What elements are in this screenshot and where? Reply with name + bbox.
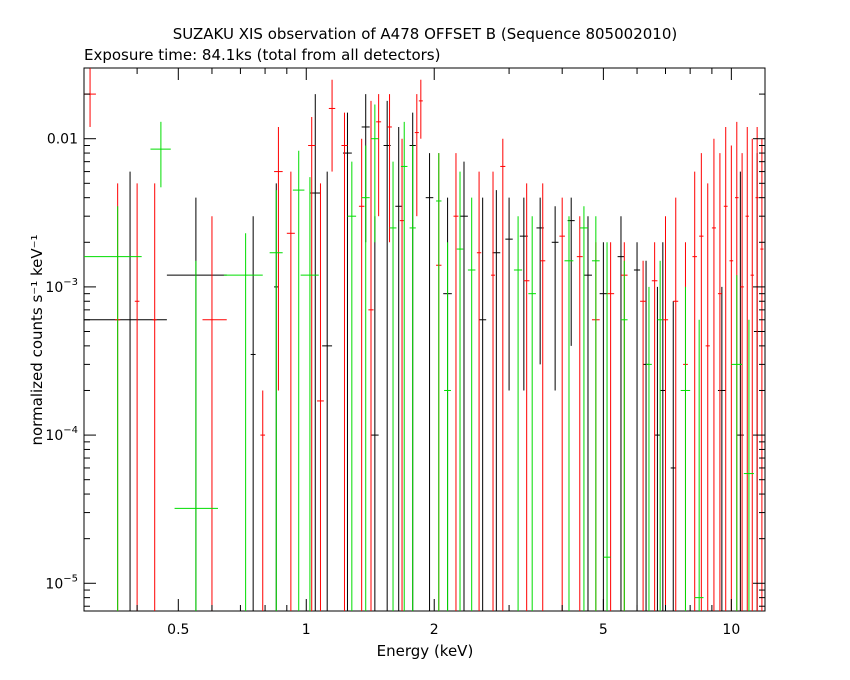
x-axis-label: Energy (keV) bbox=[377, 642, 474, 660]
y-tick-exponent: −3 bbox=[63, 277, 78, 288]
y-tick-label: 10−5 bbox=[45, 573, 78, 592]
series-layer bbox=[84, 68, 764, 611]
y-tick-exponent: −5 bbox=[63, 573, 78, 584]
series-2 bbox=[84, 104, 754, 611]
y-tick-label: 10−3 bbox=[45, 277, 78, 296]
y-tick-exponent: −4 bbox=[63, 425, 78, 436]
y-axis-label: normalized counts s⁻¹ keV⁻¹ bbox=[28, 234, 46, 445]
x-tick-label: 10 bbox=[722, 622, 740, 638]
series-0 bbox=[84, 94, 761, 611]
y-tick-label: 0.01 bbox=[47, 132, 78, 148]
y-tick-mantissa: 10 bbox=[45, 280, 63, 296]
x-tick-label: 5 bbox=[599, 622, 608, 638]
y-tick-label: 10−4 bbox=[45, 425, 78, 444]
chart-title: SUZAKU XIS observation of A478 OFFSET B … bbox=[173, 25, 677, 43]
y-tick-mantissa: 0.01 bbox=[47, 132, 78, 148]
chart-subtitle: Exposure time: 84.1ks (total from all de… bbox=[84, 46, 440, 64]
y-tick-mantissa: 10 bbox=[45, 576, 63, 592]
x-tick-label: 0.5 bbox=[167, 622, 189, 638]
x-tick-label: 1 bbox=[302, 622, 311, 638]
series-1 bbox=[84, 68, 764, 611]
x-tick-label: 2 bbox=[430, 622, 439, 638]
plot-frame bbox=[83, 67, 766, 612]
y-tick-mantissa: 10 bbox=[45, 428, 63, 444]
